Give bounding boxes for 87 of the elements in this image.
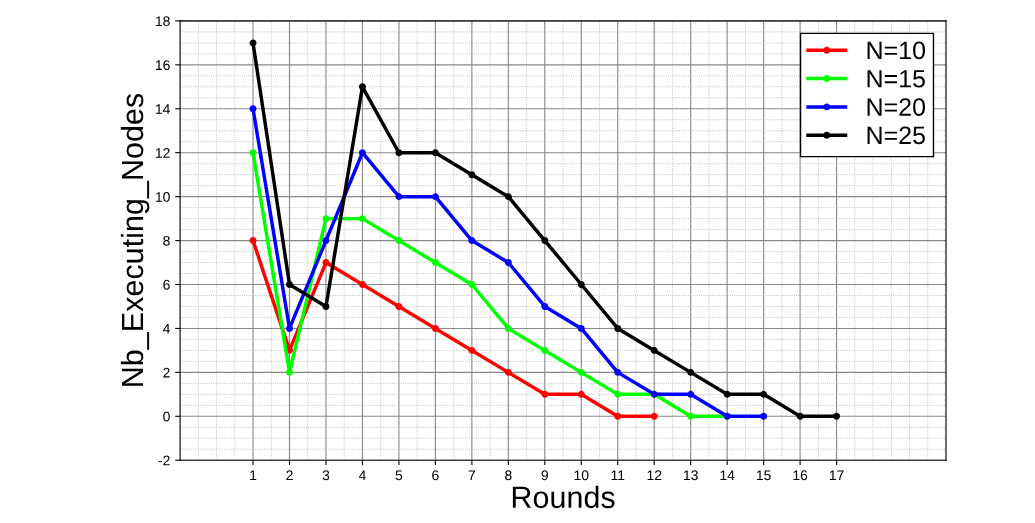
point [395,237,403,245]
point [358,215,366,223]
x-tick-label: 7 [468,470,476,481]
y-tick-label: 10 [155,191,170,202]
point [760,390,768,398]
point [286,324,293,332]
legend-label: N=20 [867,98,926,116]
point [541,390,549,398]
point [541,346,549,354]
point [687,412,695,420]
y-tick-label: 12 [155,148,170,158]
x-tick-label: 17 [829,470,844,481]
y-tick-label: 16 [155,60,170,71]
point [395,303,403,310]
x-tick-label: 2 [286,470,293,481]
point [431,193,439,201]
point [687,368,695,376]
point [286,368,293,376]
point [577,324,585,332]
point [687,390,695,398]
x-tick-label: 10 [574,470,589,481]
point [468,171,476,179]
x-tick-label: 8 [505,470,512,481]
x-tick-label: 13 [684,470,698,481]
point [504,193,512,201]
point [286,281,293,288]
y-tick-label: 2 [163,367,170,378]
x-tick-label: 12 [647,470,662,481]
legend-label: N=25 [867,126,925,145]
point [358,149,366,157]
point [577,390,585,398]
point [833,412,841,420]
point [249,105,257,113]
y-tick-label: 14 [155,104,170,114]
x-axis-title: Rounds [512,485,615,509]
point [322,303,330,310]
point [577,368,585,376]
point [468,237,476,245]
point [395,193,403,201]
y-tick-label: 18 [155,16,170,27]
x-tick-label: 4 [358,470,366,481]
point [249,149,257,157]
x-tick-label: 15 [756,470,771,481]
point [723,390,731,398]
y-tick-label: -2 [158,455,170,466]
y-axis-title: Nb_Executing_Nodes [120,93,150,386]
point [541,303,549,310]
point [650,346,658,354]
point [614,412,622,420]
point [322,237,330,245]
point [358,281,366,288]
y-tick-label: 0 [163,411,170,422]
x-tick-label: 9 [541,470,549,481]
point [249,39,257,47]
x-tick-label: 16 [793,470,808,481]
x-tick-label: 1 [250,470,257,481]
x-tick-label: 14 [720,470,735,481]
point [504,259,512,267]
point [431,259,439,267]
x-tick-label: 3 [322,470,330,481]
point [431,324,439,332]
y-tick-label: 4 [162,323,170,334]
point [577,281,585,288]
y-tick-label: 8 [163,235,170,246]
x-tick-label: 6 [432,470,439,481]
point [468,346,476,354]
point [358,83,366,91]
legend-label: N=15 [867,70,925,88]
legend-label: N=10 [867,41,926,60]
point [468,281,476,288]
point [614,324,622,332]
point [504,324,512,332]
point [614,368,622,376]
point [322,215,330,223]
x-tick-label: 11 [611,470,625,481]
point [650,412,658,420]
x-tick-label: 5 [395,470,403,481]
point [796,412,804,420]
point [249,237,257,245]
point [395,149,403,157]
point [322,259,330,267]
point [504,368,512,376]
y-tick-label: 6 [163,279,170,290]
point [541,237,549,245]
point [431,149,439,157]
point [614,390,622,398]
point [760,412,768,420]
